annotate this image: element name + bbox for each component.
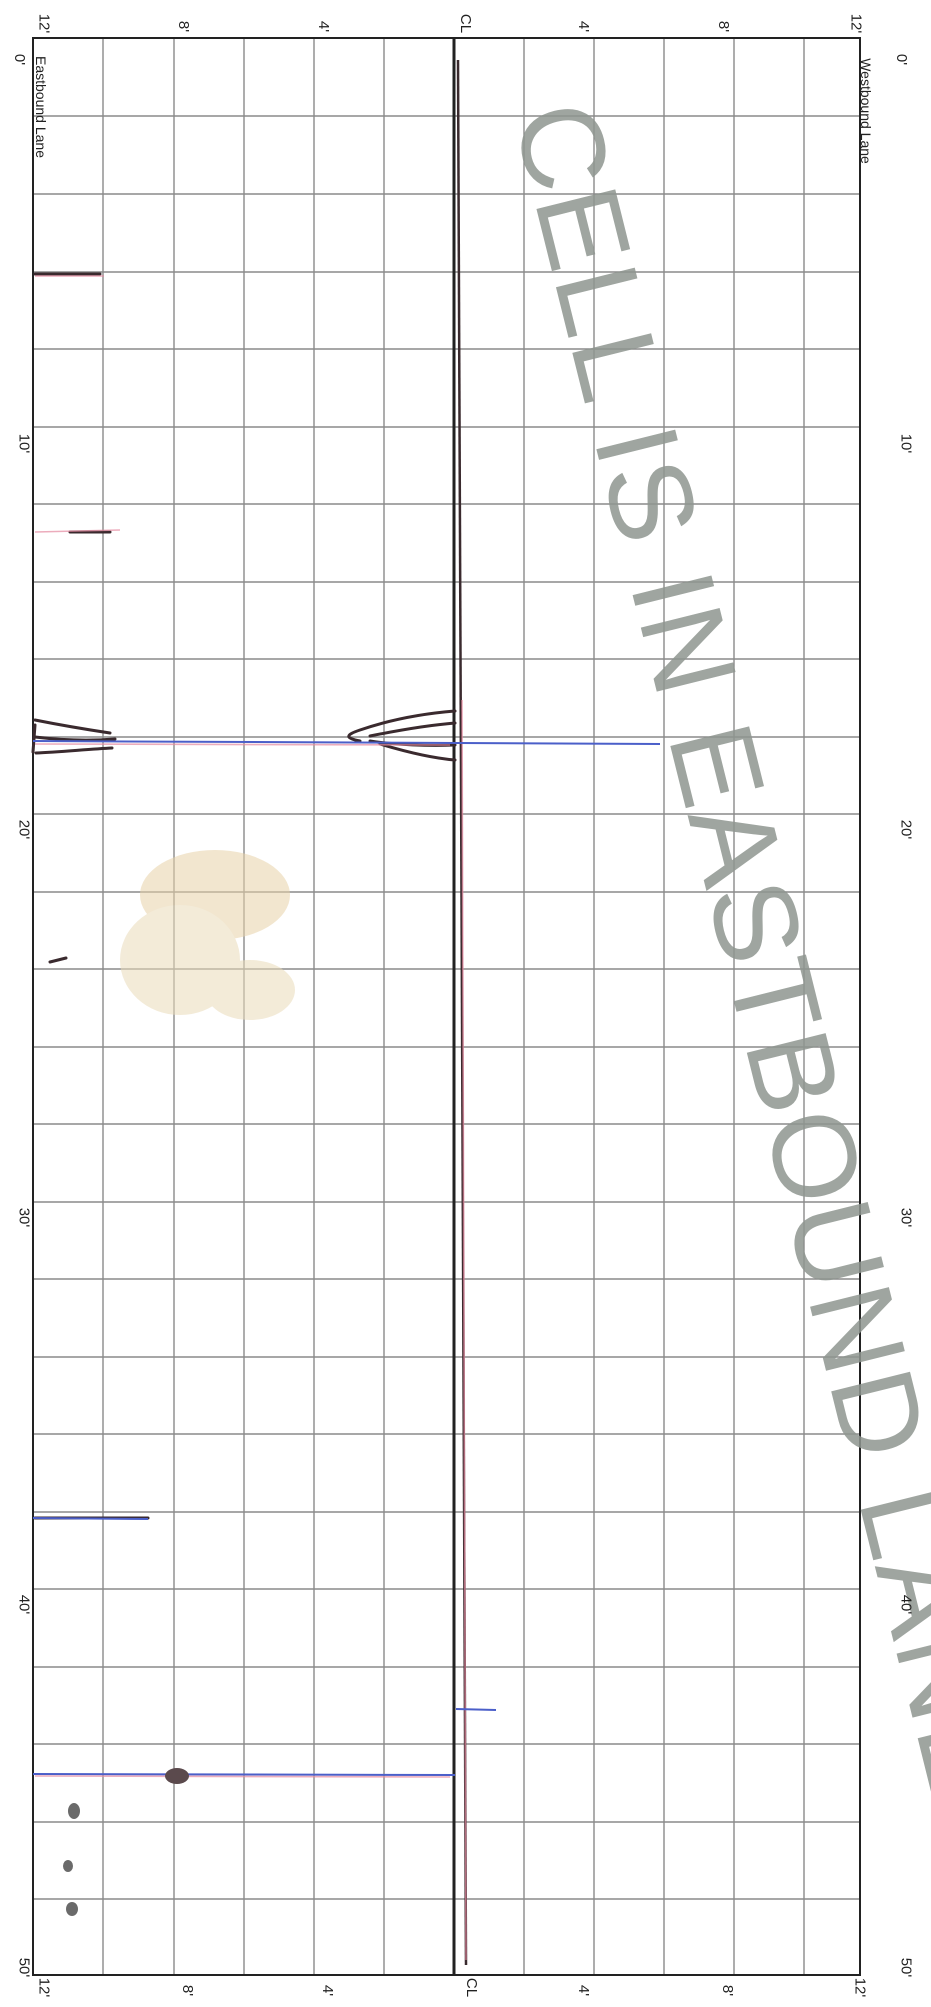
patch-dots [63,1803,80,1916]
transverse-crack-1 [31,709,661,762]
transverse-crack-line-2 [32,1517,149,1520]
corner-label-top-left: 12' [35,13,53,34]
grid-horizontal-lines [33,115,860,1900]
westbound-lane-label: Westbound Lane [857,58,874,164]
corner-label-bottom-right: 12' [851,1977,869,1998]
offset-label-top-4-left: 4' [315,20,333,33]
corner-label-top-right: 12' [847,13,865,34]
centerline-tick [455,1708,497,1711]
distance-label-right-40: 40' [897,1594,915,1615]
distance-label-left-20: 20' [15,819,33,840]
distance-label-right-30: 30' [897,1207,915,1228]
centerline-pink [461,699,467,1961]
distance-label-left-40: 40' [15,1594,33,1615]
distance-label-right-20: 20' [897,819,915,840]
distance-label-right-0: 0' [893,53,911,66]
eastbound-lane-label: Eastbound Lane [32,56,49,158]
transverse-crack-line [32,740,661,745]
offset-label-bottom-4-right: 4' [575,1984,593,1997]
crack-mark [48,956,68,964]
stain-marks [120,850,295,1020]
offset-label-bottom-8-left: 8' [179,1984,197,1997]
distance-label-right-10: 10' [897,433,915,454]
centerline-label-bottom: CL [463,1977,481,1998]
offset-label-top-8-right: 8' [715,20,733,33]
distance-label-left-30: 30' [15,1207,33,1228]
offset-label-bottom-4-left: 4' [319,1984,337,1997]
transverse-crack-3 [32,1768,456,1784]
distance-label-left-50: 50' [15,1957,33,1978]
distance-label-left-10: 10' [15,433,33,454]
edge-crack-marks [33,272,150,1520]
pothole-mark [165,1768,189,1784]
offset-label-bottom-8-right: 8' [719,1984,737,1997]
sheet-border [32,37,861,1976]
distance-label-left-0: 0' [11,53,29,66]
offset-label-top-4-right: 4' [575,20,593,33]
offset-label-top-8-left: 8' [175,20,193,33]
distance-label-right-50: 50' [897,1957,915,1978]
centerline-label-top: CL [457,13,475,34]
grid-vertical-lines [102,38,805,1975]
corner-label-bottom-left: 12' [35,1977,53,1998]
